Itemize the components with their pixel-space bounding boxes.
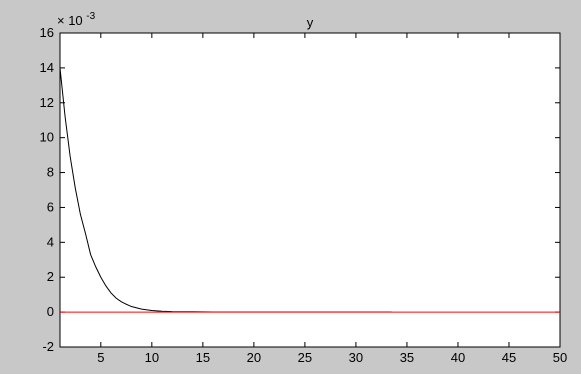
y-tick-label: -2	[42, 339, 54, 354]
x-tick-label: 45	[502, 350, 516, 365]
x-axis-ticks: 5 10 15 20 25 30 35 40 45 50	[97, 33, 567, 365]
x-tick-label: 25	[298, 350, 312, 365]
series-layer	[59, 67, 560, 313]
y-axis-ticks: -2 0 2 4 6 8 10 12 14 16	[40, 25, 560, 354]
y-tick-label: 6	[47, 199, 54, 214]
plot-area	[59, 32, 561, 348]
y-exponent-label: × 10 -3	[57, 11, 96, 28]
y-tick-label: 12	[40, 95, 54, 110]
y-tick-label: 4	[47, 234, 54, 249]
x-tick-label: 10	[145, 350, 159, 365]
y-tick-label: 0	[47, 304, 54, 319]
x-tick-label: 35	[400, 350, 414, 365]
y-tick-label: 16	[40, 25, 54, 40]
x-tick-label: 40	[451, 350, 465, 365]
x-tick-label: 50	[553, 350, 567, 365]
y-exponent-base: × 10	[57, 13, 83, 28]
x-tick-label: 15	[196, 350, 210, 365]
y-tick-label: 10	[40, 130, 54, 145]
y-tick-label: 14	[40, 60, 54, 75]
y-tick-label: 8	[47, 165, 54, 180]
chart-title: y	[307, 15, 314, 30]
y-exponent-power: -3	[86, 11, 95, 22]
x-tick-label: 5	[97, 350, 104, 365]
x-tick-label: 20	[247, 350, 261, 365]
y-tick-label: 2	[47, 269, 54, 284]
x-tick-label: 30	[349, 350, 363, 365]
